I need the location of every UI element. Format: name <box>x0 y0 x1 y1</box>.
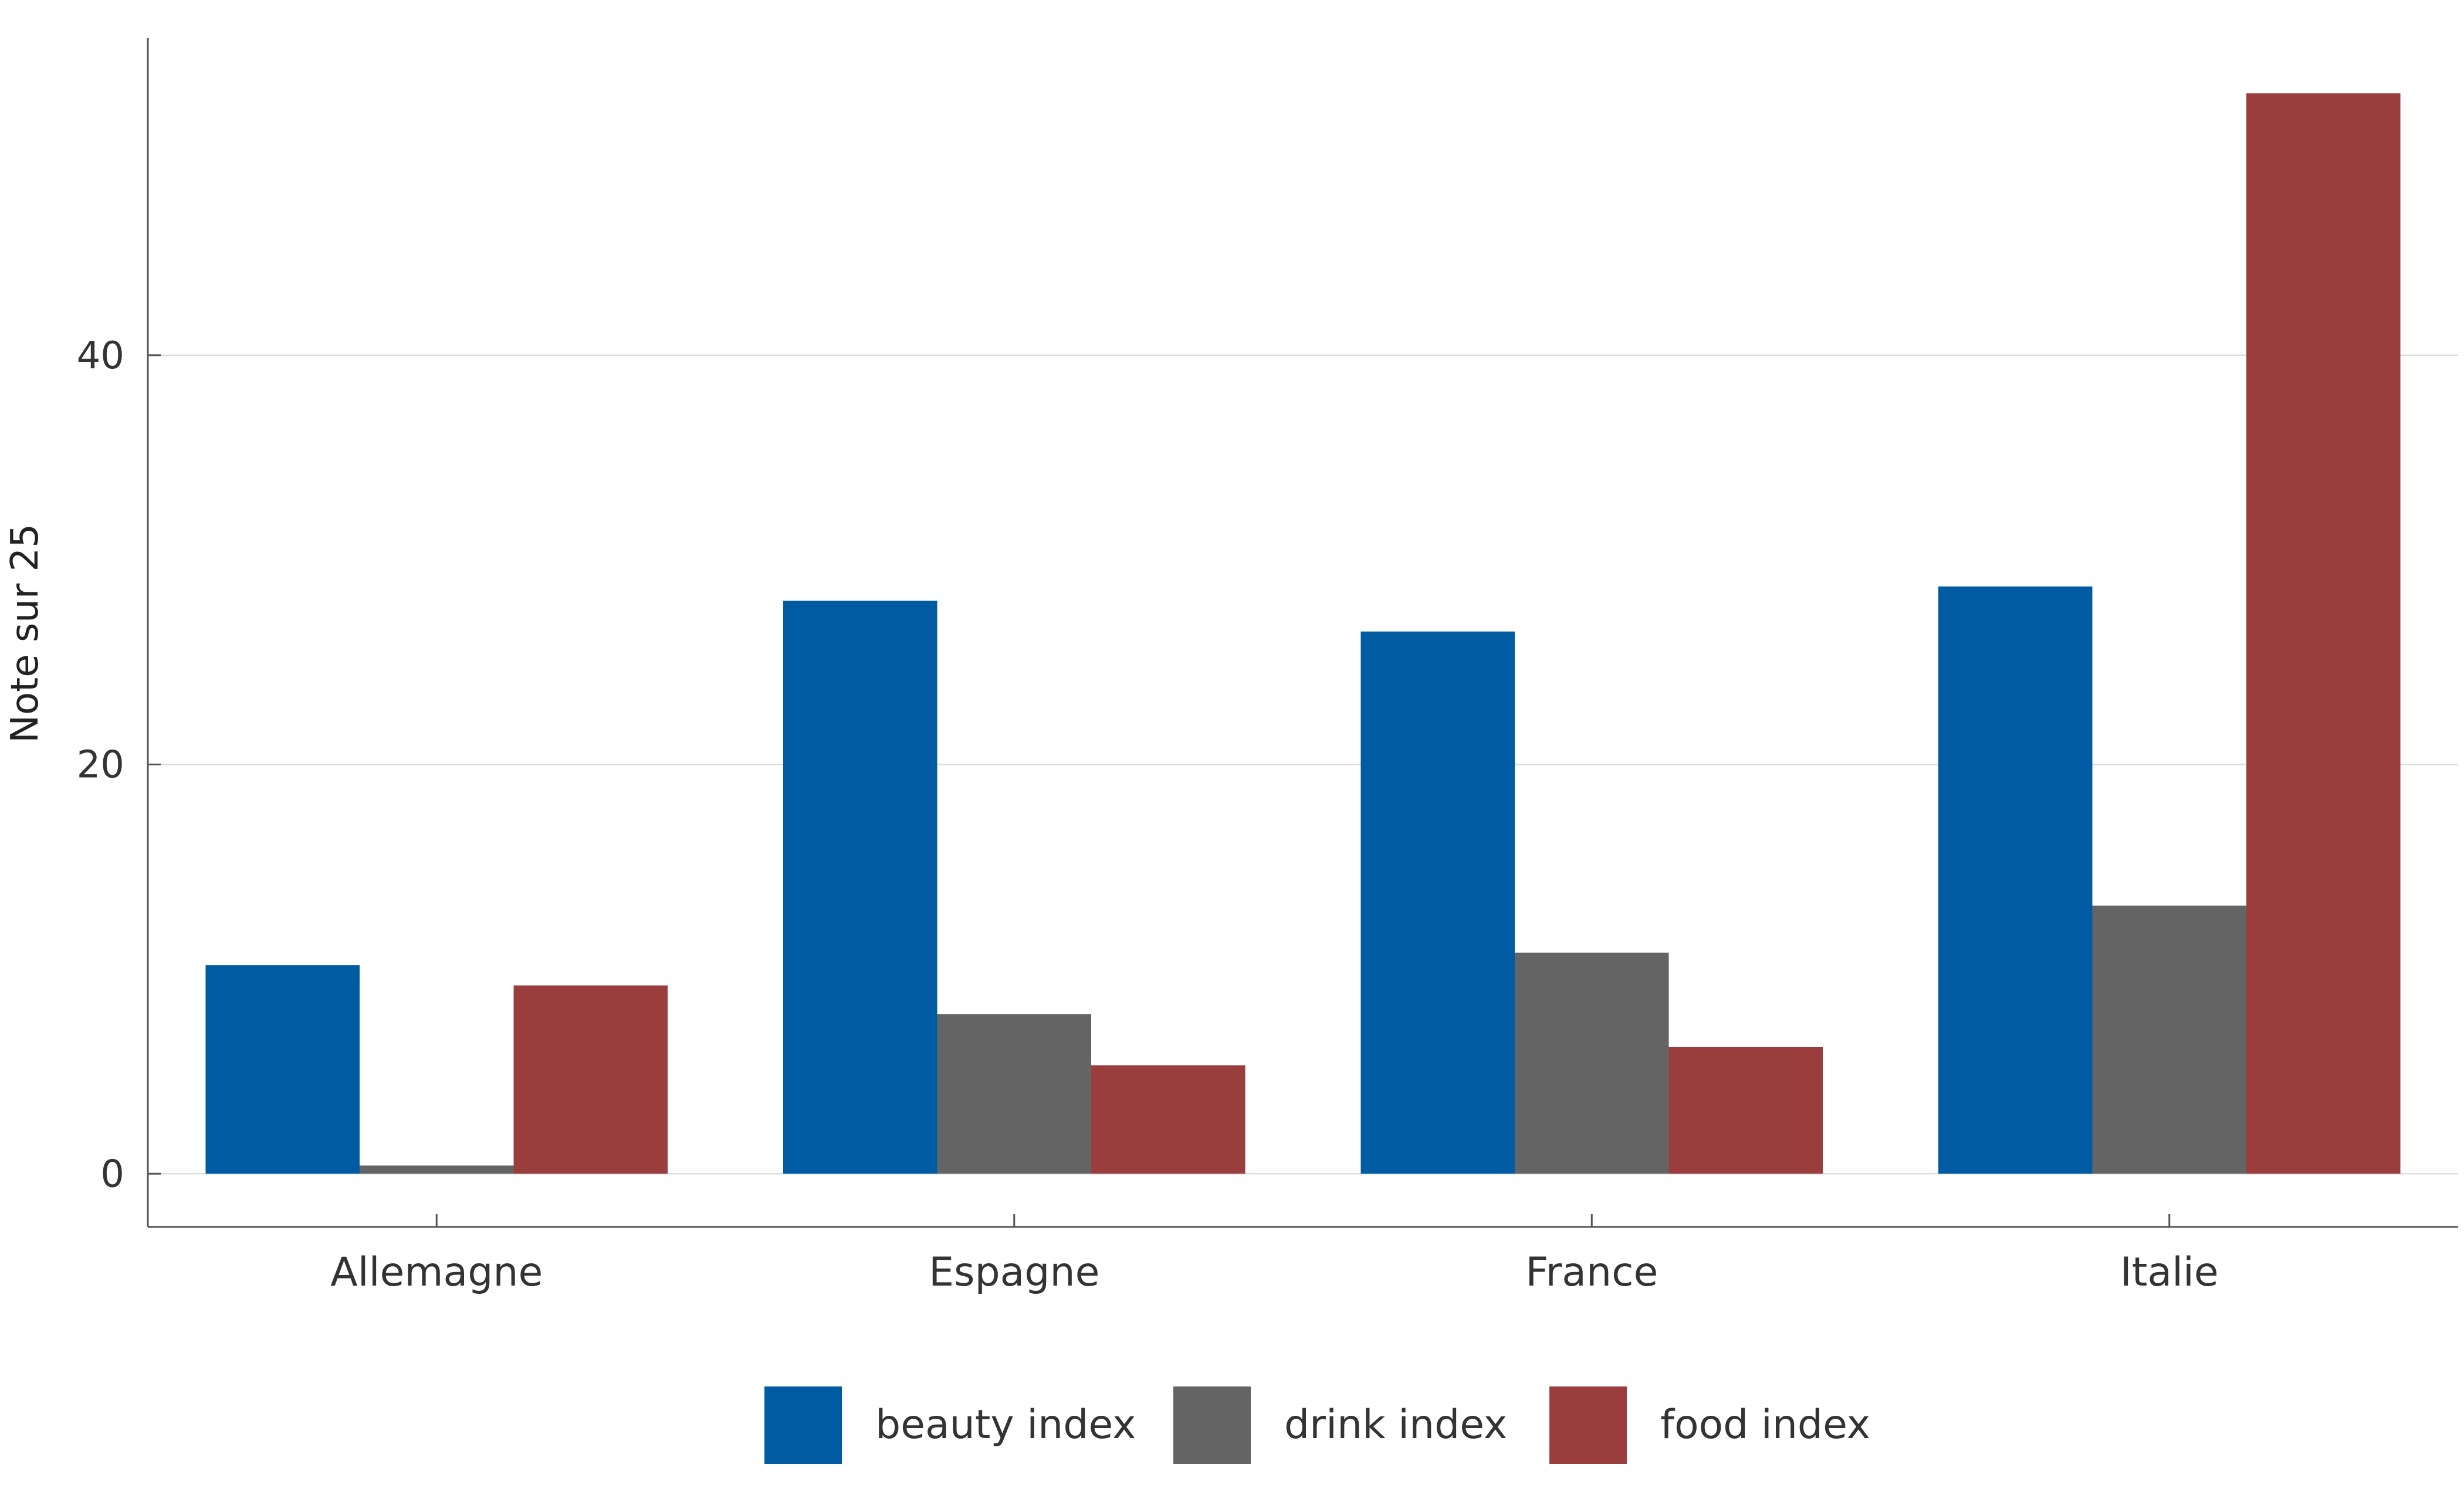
y-ticks: 0 20 40 <box>77 334 161 1196</box>
x-tick-label-2: France <box>1525 1249 1658 1296</box>
y-tick-label-1: 20 <box>77 744 124 787</box>
legend-swatch-1 <box>1173 1386 1251 1464</box>
legend-swatch-2 <box>1549 1386 1627 1464</box>
bar-3-2 <box>2246 93 2401 1174</box>
bar-0-1 <box>359 1165 514 1174</box>
bars <box>205 93 2401 1174</box>
bar-0-0 <box>205 965 360 1174</box>
bar-1-2 <box>1091 1065 1245 1174</box>
legend-label-2: food index <box>1660 1402 1870 1448</box>
x-tick-label-1: Espagne <box>929 1249 1099 1296</box>
axes <box>147 38 2458 1228</box>
bar-3-1 <box>2092 906 2247 1174</box>
bar-1-1 <box>937 1014 1092 1174</box>
legend-swatch-0 <box>764 1386 842 1464</box>
bar-2-0 <box>1360 631 1515 1174</box>
bar-2-2 <box>1668 1046 1823 1174</box>
y-axis-title: Note sur 25 <box>4 524 47 743</box>
x-tick-label-0: Allemagne <box>330 1249 543 1296</box>
bar-2-1 <box>1514 952 1669 1174</box>
y-tick-label-0: 0 <box>100 1152 124 1196</box>
y-tick-label-2: 40 <box>77 334 124 378</box>
bar-1-0 <box>783 601 937 1174</box>
x-tick-label-3: Italie <box>2120 1249 2219 1296</box>
legend-label-0: beauty index <box>875 1402 1136 1448</box>
x-ticks: Allemagne Espagne France Italie <box>330 1214 2219 1296</box>
legend-label-1: drink index <box>1284 1402 1507 1448</box>
legend: beauty index drink index food index <box>764 1386 1870 1464</box>
bar-0-2 <box>513 985 668 1174</box>
bar-3-0 <box>1938 586 2093 1174</box>
